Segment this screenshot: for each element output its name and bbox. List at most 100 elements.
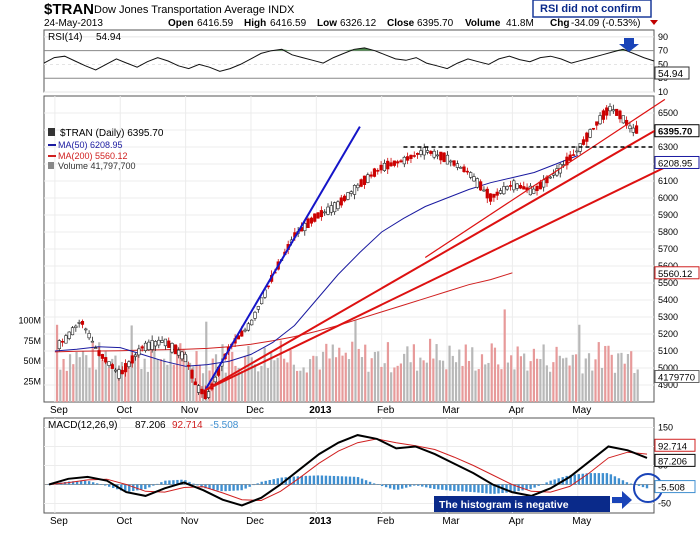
volume-bar [552,362,555,402]
candle-body [512,180,516,191]
candle-body [339,197,343,206]
price-tick-label: 5400 [658,295,678,305]
macd-histogram-bar [625,482,629,485]
volume-bar [503,309,506,402]
macd-histogram-bar [204,484,207,489]
macd-histogram-bar [292,476,296,485]
x-axis-label-bottom: Mar [442,516,460,527]
volume-bar [490,343,493,402]
price-tick-label: 5500 [658,278,678,288]
macd-histogram-bar [605,473,609,485]
trendline-blue-uptrend [204,126,361,391]
candle-body [429,151,433,154]
macd-title: MACD(12,26,9) [48,420,117,431]
macd-histogram-bar [360,478,364,485]
price-tick-label: 6500 [658,108,678,118]
volume-bar [477,369,480,402]
macd-histogram-bar [320,475,324,485]
macd-histogram-bar [421,484,424,487]
candle-body [465,170,469,173]
volume-bar [364,344,367,402]
macd-histogram-bar [196,484,199,486]
volume-bar [143,358,146,402]
candle-body [246,323,250,331]
candle-body [313,213,317,222]
volume-bar [159,359,162,402]
candle-body [349,191,353,194]
macd-histogram-bar [144,484,147,490]
macd-histogram-bar [324,475,328,485]
volume-bar [438,360,441,402]
volume-bar [441,360,445,402]
macd-histogram-bar [445,484,448,491]
volume-bar [146,371,149,402]
candle-body [412,155,416,157]
macd-histogram-bar [388,484,392,489]
rsi-tick-label: 10 [658,87,668,97]
macd-histogram-bar [529,484,532,490]
candle-body [130,355,134,364]
rsi-value-tag [654,66,690,80]
price-tick-label: 5900 [658,210,678,220]
macd-tag-label: 92.714 [658,441,687,452]
volume-bar [68,354,72,402]
volume-bar [104,351,107,402]
candle-body [352,185,357,195]
candle-body [57,340,61,350]
macd-histogram-bar [316,475,320,485]
price-tick-label: 5200 [658,329,678,339]
volume-bar [247,345,250,402]
rsi-tick-label: 70 [658,46,668,56]
candle-body [200,388,204,395]
candle-body [110,364,114,369]
low-value: 6326.12 [340,18,377,29]
x-axis-label: Dec [246,405,264,416]
candle-body [309,217,314,224]
volume-bar [604,345,607,402]
candle-body [306,218,310,229]
volume-tick-label: 50M [23,356,41,366]
candle-body [585,132,589,142]
macd-histogram-bar [212,484,215,490]
macd-histogram-bar [152,484,155,486]
macd-histogram-bar [413,484,416,486]
macd-histogram-bar [348,476,352,485]
candle-body [552,173,556,176]
macd-histogram-bar [132,484,135,491]
macd-histogram-bar [441,484,444,490]
volume-bar [416,370,419,402]
candle-body [133,354,138,357]
macd-histogram-bar [91,482,95,485]
volume-bar [419,357,422,402]
price-tick-label: 5300 [658,312,678,322]
volume-bar [94,369,98,402]
macd-histogram-bar [136,484,139,491]
price-panel: 6500640063006200610060005900580057005600… [18,95,700,403]
candle-body [459,167,463,169]
volume-bar [185,355,188,402]
candle-body [406,156,410,161]
volume-bar [169,349,172,402]
volume-bar [270,353,273,402]
macd-histogram-bar [300,476,304,485]
macd-histogram-bar [384,484,388,488]
volume-bar [182,349,185,402]
volume-bar [620,352,623,402]
legend-ma200: MA(200) 5560.12 [58,151,128,161]
rsi-note-box [532,0,652,18]
volume-bar [273,360,276,402]
volume-bar [523,353,526,402]
candle-body [538,181,542,190]
volume-bar [205,321,208,402]
macd-histogram-bar [368,481,372,485]
macd-histogram-bar [228,484,231,491]
macd-histogram-bar [613,476,617,485]
candle-body [206,391,211,398]
candle-body [522,186,526,190]
macd-histogram-bar [597,473,601,485]
volume-bar [211,358,214,402]
candle-body [505,186,509,190]
macd-histogram-bar [224,484,227,492]
macd-histogram-bar [581,473,584,485]
volume-bar [59,369,62,402]
